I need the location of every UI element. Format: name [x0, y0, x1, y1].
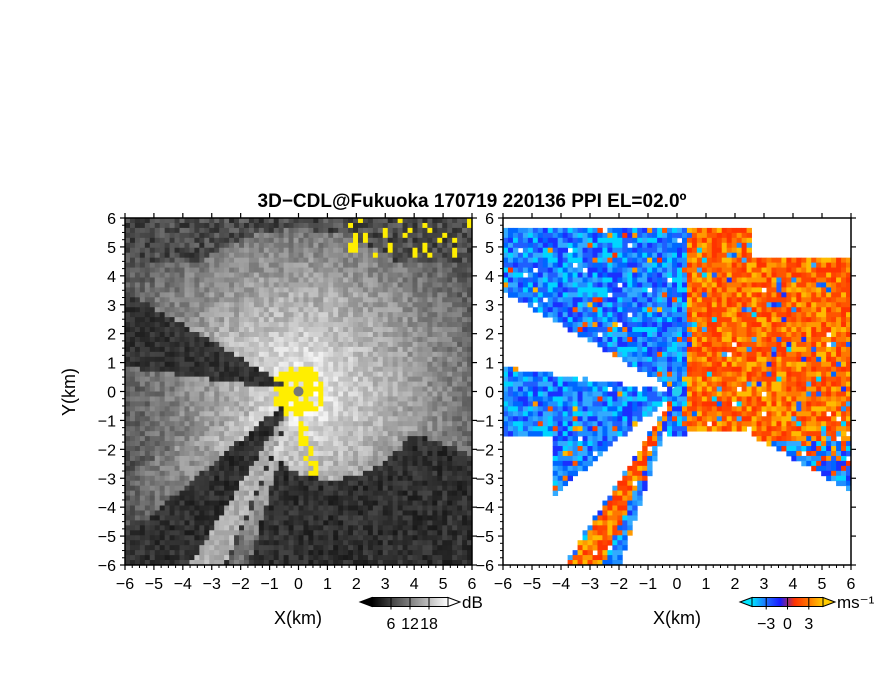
- y-axis-label: Y(km): [59, 368, 79, 416]
- x-tick-label: −5: [523, 576, 541, 593]
- y-tick-label: 5: [107, 240, 116, 257]
- radar-site-marker: [672, 386, 682, 397]
- x-tick-label: −5: [145, 576, 163, 593]
- y-tick-label: −3: [98, 471, 116, 488]
- x-axis-title-right: X(km): [653, 608, 701, 628]
- y-tick-label: −3: [476, 471, 494, 488]
- x-axis-title-left: X(km): [274, 608, 322, 628]
- x-tick-label: 5: [818, 576, 827, 593]
- colorbar-tick-label: 12: [401, 616, 419, 633]
- x-tick-label: 1: [323, 576, 332, 593]
- x-tick-label: −1: [260, 576, 278, 593]
- reflectivity-colorbar: 6 12 18 dB: [358, 593, 483, 633]
- radar-field: [503, 227, 852, 566]
- x-axis-label-right: X(km): [653, 608, 701, 628]
- colorbar-arrow-low: [358, 596, 373, 608]
- x-tick-label: 3: [760, 576, 769, 593]
- x-tick-label: 4: [789, 576, 798, 593]
- y-tick-label: −1: [476, 413, 494, 430]
- y-tick-label: 4: [485, 269, 494, 286]
- colorbar-tick-label: 18: [420, 616, 438, 633]
- y-axis-title: Y(km): [59, 368, 79, 416]
- y-tick-label: 4: [107, 269, 116, 286]
- colorbar-tick-label: 6: [387, 616, 396, 633]
- radar-field: [125, 218, 473, 566]
- colorbar-arrow-high: [822, 596, 837, 608]
- y-tick-label: −5: [98, 529, 116, 546]
- x-tick-label: −3: [581, 576, 599, 593]
- colorbar-unit: dB: [462, 593, 483, 612]
- velocity-panel: −6 −5 −4 −3 −2 −1 0 1 2 3 4 5 6 −6 −5 −4 −3 −2 −1 0 1 2 3 4 5 6: [476, 211, 856, 593]
- radar-site-marker: [293, 386, 304, 397]
- x-tick-label: 1: [702, 576, 711, 593]
- x-tick-label: 2: [352, 576, 361, 593]
- y-tick-label: 2: [107, 327, 116, 344]
- y-tick-label: 0: [107, 385, 116, 402]
- x-tick-label: −4: [174, 576, 192, 593]
- x-tick-label: 6: [468, 576, 477, 593]
- x-tick-label: −3: [203, 576, 221, 593]
- x-tick-label: 2: [731, 576, 740, 593]
- x-tick-label: 5: [439, 576, 448, 593]
- colorbar-unit: ms⁻¹: [837, 593, 875, 612]
- reflectivity-panel: −6 −5 −4 −3 −2 −1 0 1 2 3 4 5 6 −6 −5 −4 −3 −2 −1 0 1 2 3 4 5 6: [98, 211, 477, 593]
- x-tick-label: −2: [610, 576, 628, 593]
- y-tick-label: −4: [98, 500, 116, 517]
- y-tick-label: −1: [98, 413, 116, 430]
- x-tick-label: 0: [294, 576, 303, 593]
- x-tick-label: 4: [410, 576, 419, 593]
- colorbar-arrow-high: [447, 596, 462, 608]
- x-tick-label: −2: [232, 576, 250, 593]
- velocity-colorbar: −3 0 3 ms⁻¹: [738, 593, 875, 633]
- x-tick-label: −6: [116, 576, 134, 593]
- y-tick-label: −5: [476, 529, 494, 546]
- x-tick-label: 6: [847, 576, 856, 593]
- y-tick-label: 3: [107, 298, 116, 315]
- colorbar-arrow-low: [738, 596, 753, 608]
- x-axis-label-left: X(km): [274, 608, 322, 628]
- y-tick-label: 5: [485, 240, 494, 257]
- colorbar-tick-label: −3: [757, 616, 775, 633]
- y-tick-label: 1: [107, 356, 116, 373]
- y-tick-label: −6: [98, 558, 116, 575]
- figure-title: 3D−CDL@Fukuoka 170719 220136 PPI EL=02.0…: [258, 191, 687, 212]
- colorbar-tick-label: 3: [804, 616, 813, 633]
- x-tick-label: −6: [494, 576, 512, 593]
- x-tick-label: 0: [673, 576, 682, 593]
- y-tick-label: −6: [476, 558, 494, 575]
- x-tick-label: −4: [552, 576, 570, 593]
- x-tick-label: 3: [381, 576, 390, 593]
- y-tick-label: 6: [107, 211, 116, 228]
- y-tick-label: −2: [98, 442, 116, 459]
- y-tick-label: 6: [485, 211, 494, 228]
- y-tick-label: 1: [485, 356, 494, 373]
- y-tick-label: −2: [476, 442, 494, 459]
- y-tick-label: 0: [485, 385, 494, 402]
- colorbar-tick-label: 0: [783, 616, 792, 633]
- y-tick-label: 2: [485, 327, 494, 344]
- x-tick-label: −1: [639, 576, 657, 593]
- y-tick-label: −4: [476, 500, 494, 517]
- y-tick-label: 3: [485, 298, 494, 315]
